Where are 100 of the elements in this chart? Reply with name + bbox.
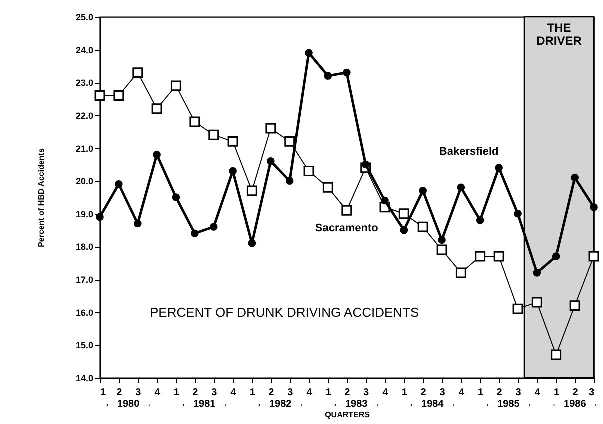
y-tick-label: 17.0 — [76, 275, 94, 286]
point — [342, 205, 352, 216]
point — [324, 72, 332, 80]
point — [305, 49, 313, 58]
x-tick-label: 3 — [212, 388, 218, 398]
point — [590, 203, 598, 212]
point — [96, 213, 104, 222]
x-tick-label: 2 — [192, 388, 199, 398]
point — [456, 268, 466, 278]
x-tick-label: 4 — [382, 388, 389, 398]
point — [284, 136, 296, 147]
point — [267, 157, 275, 166]
point — [114, 90, 124, 101]
point — [134, 220, 142, 228]
point — [571, 174, 579, 182]
text: ← 1980 → — [104, 399, 152, 410]
point — [457, 184, 466, 192]
text: ← 1984 → — [408, 399, 457, 410]
annotation: PERCENT OF DRUNK DRIVING ACCIDENTS — [150, 305, 420, 320]
x-tick-label: 1 — [478, 388, 484, 398]
point — [495, 164, 503, 172]
point — [362, 160, 370, 169]
point — [533, 269, 542, 277]
point — [381, 196, 389, 205]
series-label: Bakersfield — [439, 146, 499, 158]
point — [210, 223, 218, 231]
x-tick-label: 2 — [572, 388, 579, 398]
x-tick-label: 3 — [136, 388, 142, 398]
point — [115, 180, 123, 188]
y-tick-label: 14.0 — [76, 374, 94, 384]
point — [400, 226, 408, 234]
point — [551, 350, 562, 360]
y-tick-label: 20.0 — [76, 176, 94, 187]
text: ← 1985 → — [484, 399, 533, 410]
point — [248, 240, 256, 248]
x-tick-label: 2 — [420, 388, 427, 398]
x-tick-label: 1 — [100, 388, 106, 398]
x-tick-label: 3 — [440, 388, 446, 398]
x-tick-label: 4 — [306, 388, 313, 398]
x-tick-label: 3 — [516, 388, 522, 398]
y-tick-label: 21.0 — [76, 144, 94, 154]
y-tick-label: 24.0 — [76, 45, 94, 56]
point — [266, 123, 276, 134]
text: ← 1986 → — [551, 399, 600, 410]
x-tick-label: 4 — [154, 388, 161, 398]
point — [398, 208, 410, 220]
text: ← 1983 → — [332, 399, 380, 410]
point — [132, 68, 144, 78]
x-tick-label: 2 — [116, 388, 123, 398]
text: ← 1981 → — [180, 399, 229, 410]
point — [418, 222, 428, 232]
y-tick-label: 18.0 — [76, 242, 94, 252]
point — [436, 244, 448, 256]
point — [191, 230, 199, 238]
point — [246, 186, 258, 196]
x-tick-label: 3 — [288, 388, 294, 398]
point — [94, 90, 106, 101]
x-tick-label: 2 — [344, 388, 351, 398]
y-tick-label: 22.0 — [76, 110, 94, 121]
y-tick-label: 19.0 — [76, 209, 94, 220]
y-axis-title: Percent of HBD Accidents — [36, 148, 46, 248]
y-tick-label: 25.0 — [76, 12, 94, 22]
point — [552, 252, 560, 260]
point — [322, 182, 334, 193]
point — [170, 80, 182, 92]
point — [152, 104, 162, 114]
point — [514, 210, 522, 218]
x-tick-label: 2 — [496, 388, 503, 398]
series-label: Sacramento — [315, 222, 379, 235]
point — [494, 251, 504, 262]
x-tick-label: 1 — [174, 388, 180, 398]
x-axis-title: QUARTERS — [325, 410, 371, 420]
x-tick-label: 2 — [268, 388, 275, 398]
point — [475, 251, 486, 262]
x-tick-label: 4 — [534, 388, 541, 398]
x-tick-label: 1 — [402, 388, 408, 398]
x-tick-label: 1 — [250, 388, 256, 398]
point — [153, 150, 161, 159]
x-tick-label: 3 — [588, 388, 595, 398]
point — [512, 304, 524, 314]
point — [476, 216, 484, 224]
point — [229, 167, 237, 176]
y-tick-label: 23.0 — [76, 78, 94, 88]
y-tick-label: 15.0 — [76, 340, 94, 351]
point — [286, 177, 294, 185]
point — [228, 136, 238, 147]
point — [342, 68, 351, 77]
point — [438, 236, 446, 244]
y-tick-label: 16.0 — [76, 308, 94, 318]
x-tick-label: 1 — [326, 388, 332, 398]
point — [304, 166, 314, 176]
point — [208, 130, 220, 140]
text: ← 1982 → — [256, 399, 304, 410]
point — [532, 297, 542, 308]
x-tick-label: 1 — [554, 388, 560, 398]
point — [570, 300, 580, 312]
band-label: THE DRIVER — [536, 21, 582, 48]
x-tick-label: 3 — [364, 388, 370, 398]
point — [190, 116, 200, 128]
point — [172, 194, 180, 202]
